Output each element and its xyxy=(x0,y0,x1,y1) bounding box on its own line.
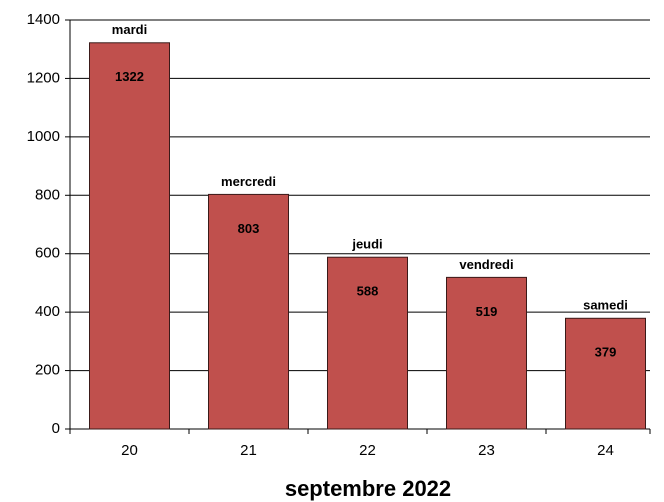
bar-annotation: mardi xyxy=(112,22,147,37)
bar-annotation: mercredi xyxy=(221,174,276,189)
bar-annotation: samedi xyxy=(583,298,628,313)
y-tick-label: 1000 xyxy=(27,128,60,145)
x-tick-label: 24 xyxy=(597,442,614,459)
data-label: 588 xyxy=(357,284,379,299)
y-tick-label: 1200 xyxy=(27,69,60,86)
bar xyxy=(565,317,646,430)
x-tick-label: 20 xyxy=(121,442,138,459)
x-tick-label: 21 xyxy=(240,442,257,459)
y-tick-label: 800 xyxy=(35,186,60,203)
data-label: 379 xyxy=(595,345,617,360)
data-label: 1322 xyxy=(115,69,144,84)
x-axis-label: septembre 2022 xyxy=(285,476,451,501)
bar xyxy=(327,256,408,430)
y-tick-label: 600 xyxy=(35,245,60,262)
y-tick-label: 400 xyxy=(35,303,60,320)
bar xyxy=(208,193,289,430)
y-tick-label: 1400 xyxy=(27,11,60,28)
data-label: 803 xyxy=(238,221,260,236)
y-tick-label: 200 xyxy=(35,362,60,379)
x-tick-label: 23 xyxy=(478,442,495,459)
data-label: 519 xyxy=(476,304,498,319)
bar xyxy=(89,42,170,430)
bar-annotation: vendredi xyxy=(459,257,513,272)
x-tick-label: 22 xyxy=(359,442,376,459)
y-tick-label: 0 xyxy=(52,420,60,437)
bar-annotation: jeudi xyxy=(351,237,382,252)
bar xyxy=(446,276,527,430)
